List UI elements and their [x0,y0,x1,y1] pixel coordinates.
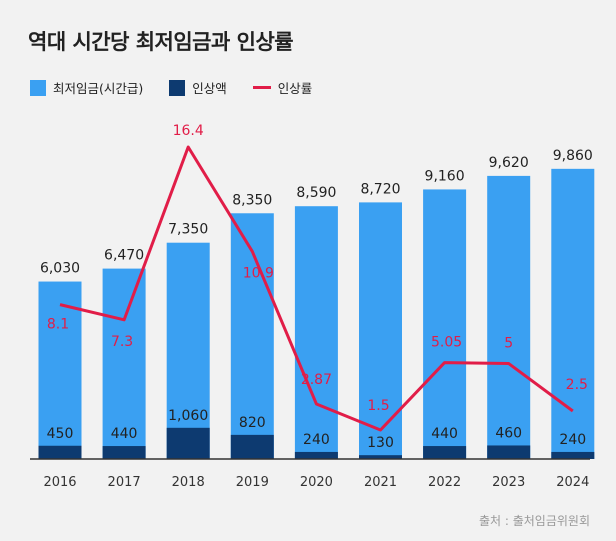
increase-bar [294,451,338,459]
increase-label: 440 [111,426,138,442]
increase-bar [359,455,402,459]
legend-item-rate: 인상률 [252,78,313,97]
x-tick-label: 2018 [172,475,205,490]
legend-label-wage: 최저임금(시간급) [53,81,144,96]
wage-bar [38,281,82,459]
increase-label: 240 [303,432,330,448]
legend-item-increase: 인상액 [169,78,227,97]
wage-bar [294,206,338,459]
wage-bar [551,168,595,459]
increase-label: 440 [431,426,458,442]
wage-bar [423,189,467,460]
increase-label: 130 [367,435,394,451]
wage-label: 7,350 [168,222,208,238]
increase-label: 450 [47,426,74,442]
wage-label: 8,350 [232,192,272,208]
wage-label: 6,030 [40,261,80,277]
x-tick-label: 2023 [492,475,525,490]
rate-label: 5.05 [431,335,462,351]
legend: 최저임금(시간급) 인상액 인상률 [30,78,338,97]
rate-label: 7.3 [111,334,133,350]
wage-label: 6,470 [104,248,144,264]
increase-bar [166,427,210,459]
legend-label-rate: 인상률 [277,81,313,96]
legend-label-increase: 인상액 [192,81,227,96]
increase-bar [551,451,595,459]
x-tick-label: 2021 [364,475,397,490]
wage-bar [359,202,402,459]
chart-title: 역대 시간당 최저임금과 인상률 [28,30,294,54]
wage-label: 8,720 [360,181,400,197]
increase-label: 460 [495,425,522,441]
increase-label: 240 [559,432,586,448]
rate-label: 5 [504,336,513,352]
x-tick-label: 2024 [556,475,589,490]
x-tick-label: 2017 [108,475,141,490]
wage-bar [487,175,531,459]
source-note: 출처 : 출처임금위원회 [478,514,590,528]
wage-label: 9,860 [553,148,593,164]
legend-swatch-wage [30,79,46,96]
increase-bar [230,434,274,459]
x-tick-label: 2022 [428,475,461,490]
increase-bar [423,446,467,459]
increase-bar [487,445,531,459]
rate-line [59,145,574,432]
rate-label: 2.87 [301,372,332,388]
legend-swatch-increase [169,79,186,96]
rate-label: 2.5 [566,377,588,393]
increase-label: 820 [239,415,266,431]
legend-swatch-rate [252,86,271,89]
rate-label: 16.4 [173,123,204,139]
x-tick-label: 2019 [236,475,269,490]
legend-item-wage: 최저임금(시간급) [30,78,143,97]
increase-bar [102,446,146,459]
rate-label: 8.1 [47,317,69,333]
wage-label: 9,160 [425,168,465,184]
x-tick-label: 2016 [43,475,76,490]
wage-label: 8,590 [296,185,336,201]
increase-label: 1,060 [168,408,208,424]
wage-label: 9,620 [489,155,529,171]
wage-bar [166,242,210,459]
x-tick-label: 2020 [300,475,333,490]
rate-label: 10.9 [243,265,274,281]
wage-bar [102,268,146,459]
rate-label: 1.5 [367,398,389,414]
increase-bar [38,445,82,459]
